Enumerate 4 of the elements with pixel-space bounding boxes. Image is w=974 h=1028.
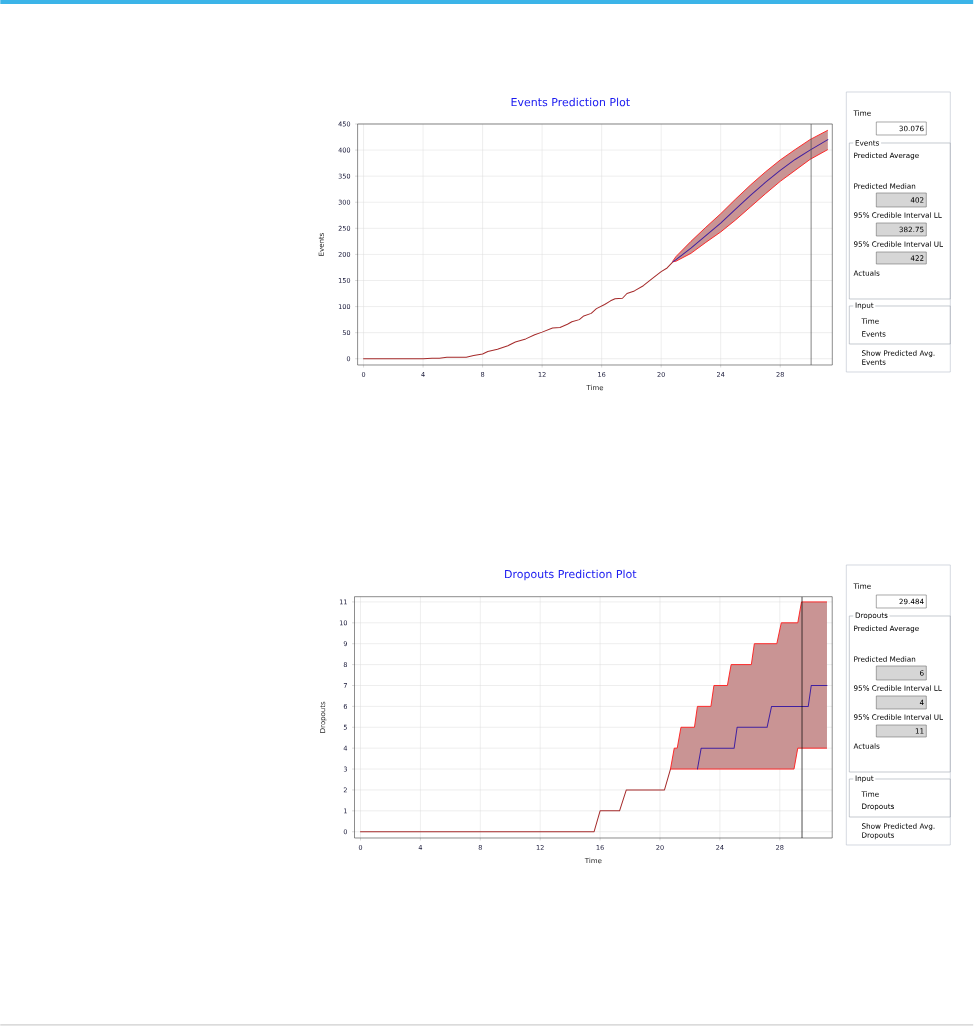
line-series [360,768,672,833]
chart-title: Dropouts Prediction Plot [505,569,637,581]
line-series [363,261,674,360]
chart-title: Events Prediction Plot [511,97,631,107]
